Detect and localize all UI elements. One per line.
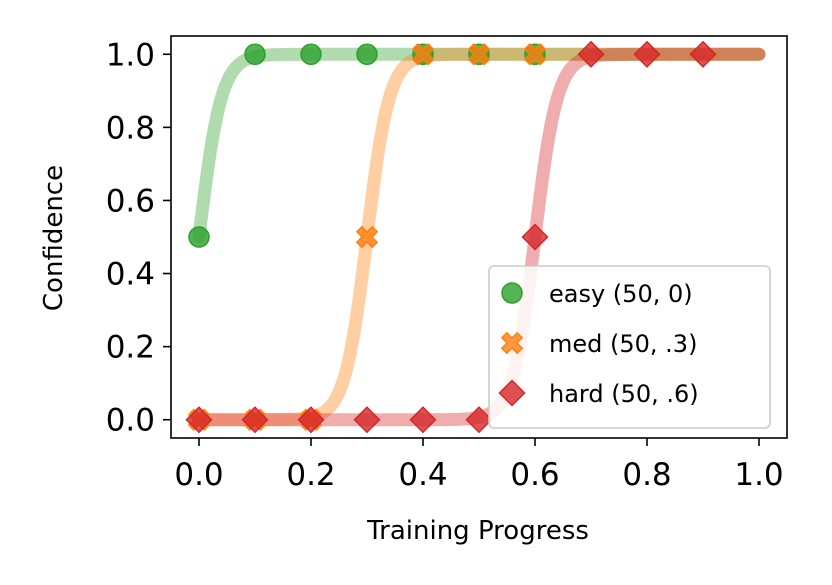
data-point-diamond xyxy=(577,40,605,68)
plot-frame xyxy=(170,35,788,439)
data-point-diamond xyxy=(241,406,269,434)
data-point-circle xyxy=(356,43,378,66)
data-point-diamond xyxy=(521,223,549,251)
data-point-diamond xyxy=(185,406,213,434)
y-tick-label: 0.6 xyxy=(106,183,155,219)
x-tick-label: 0.2 xyxy=(286,457,335,493)
legend-marker-circle xyxy=(501,282,523,304)
x-tick-label: 0.8 xyxy=(622,457,671,493)
data-point-circle xyxy=(244,43,266,66)
x-tick-label: 0.4 xyxy=(398,457,447,493)
legend-label: med (50, .3) xyxy=(549,330,697,358)
x-tick-label: 1.0 xyxy=(734,457,783,493)
curve-circle xyxy=(192,47,766,244)
data-point-diamond xyxy=(353,406,381,434)
y-tick-label: 0.2 xyxy=(106,330,155,366)
legend-label: easy (50, 0) xyxy=(549,280,693,308)
legend-box xyxy=(488,265,771,429)
data-point-diamond xyxy=(465,406,493,434)
data-point-diamond xyxy=(689,40,717,68)
data-point-circle xyxy=(300,43,322,66)
x-axis-label: Training Progress xyxy=(366,516,589,546)
data-point-circle xyxy=(188,226,210,248)
data-point-x xyxy=(467,43,491,66)
y-tick-label: 0.0 xyxy=(106,403,155,439)
legend: easy (50, 0) med (50, .3) hard (50, .6) xyxy=(488,265,771,429)
y-axis: 0.0 0.2 0.4 0.6 0.8 1.0 xyxy=(106,37,171,439)
data-point-diamond xyxy=(297,406,325,434)
x-axis: 0.0 0.2 0.4 0.6 0.8 1.0 xyxy=(174,438,784,493)
markers-layer xyxy=(185,40,717,434)
legend-marker-diamond xyxy=(498,379,526,407)
y-axis-label: Confidence xyxy=(39,165,69,311)
data-point-x xyxy=(355,225,379,249)
legend-label: hard (50, .6) xyxy=(549,380,699,408)
legend-marker-x xyxy=(500,331,524,355)
y-tick-label: 1.0 xyxy=(106,37,155,73)
data-point-diamond xyxy=(633,40,661,68)
x-tick-label: 0.6 xyxy=(510,457,559,493)
data-point-diamond xyxy=(409,406,437,434)
data-point-x xyxy=(411,43,435,66)
x-tick-label: 0.0 xyxy=(174,457,223,493)
y-tick-label: 0.8 xyxy=(106,110,155,146)
data-point-x xyxy=(523,43,547,66)
y-tick-label: 0.4 xyxy=(106,257,155,293)
